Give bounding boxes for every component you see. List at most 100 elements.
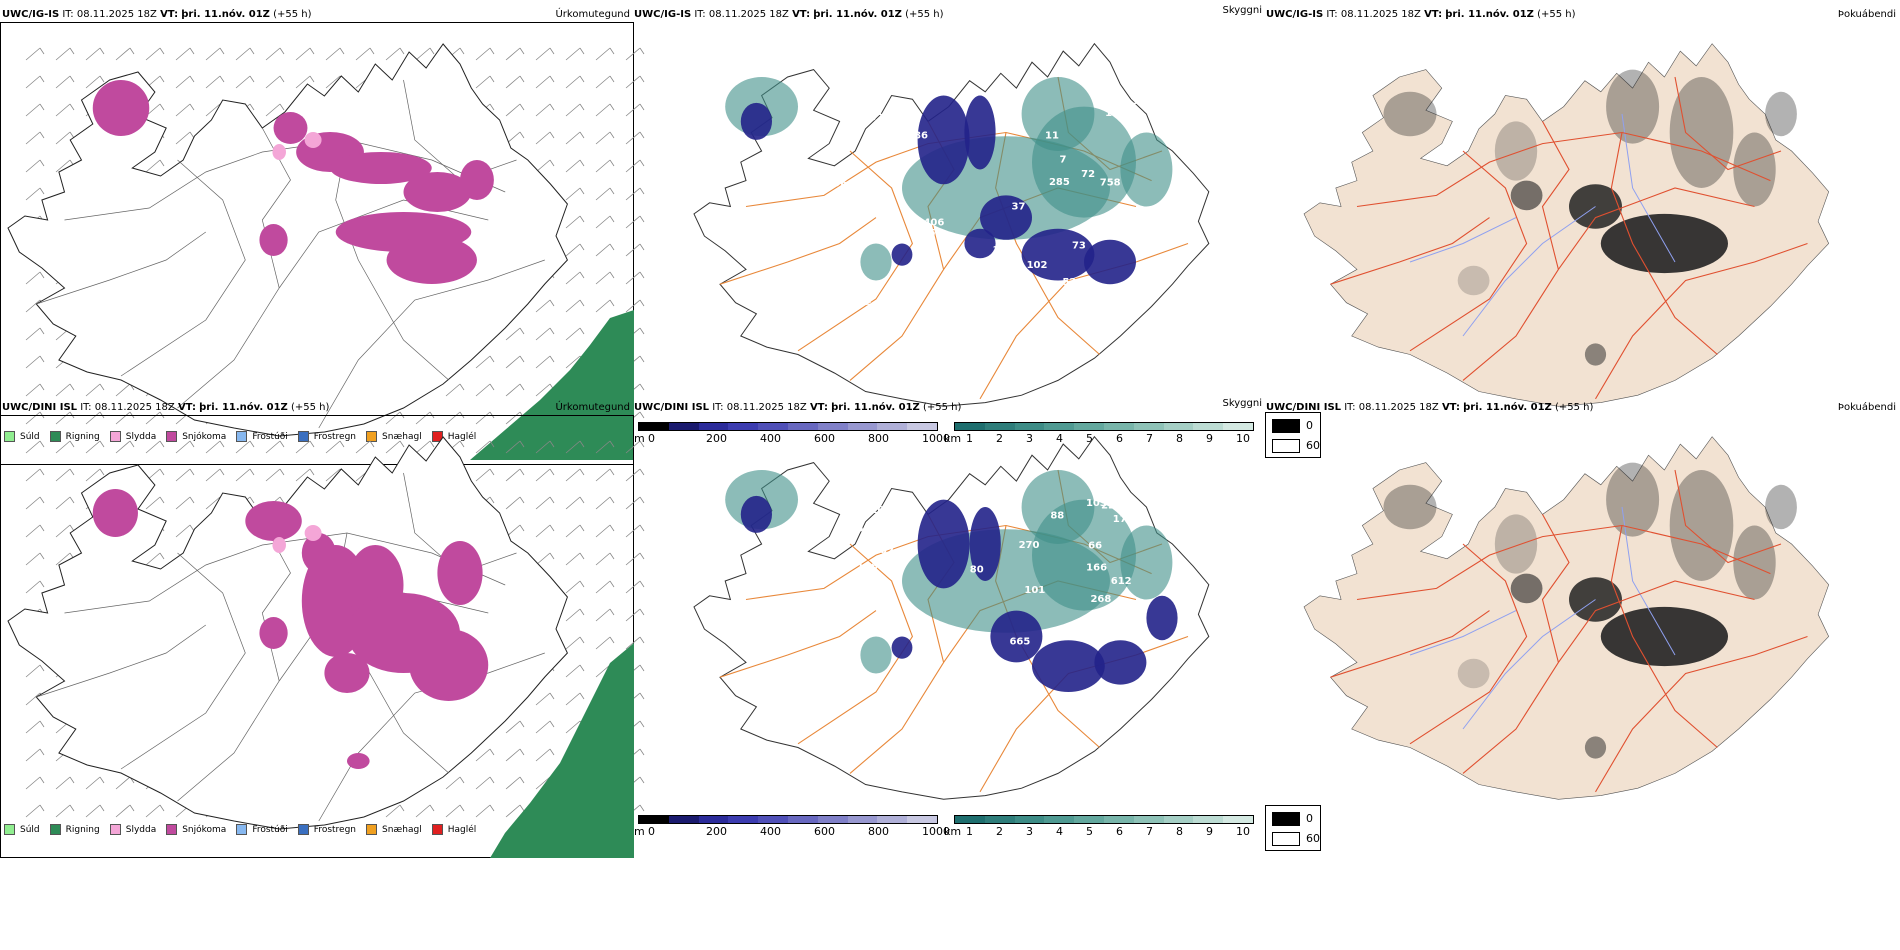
wind-barb-flag: [639, 720, 645, 728]
wind-barb: [85, 804, 101, 818]
wind-barb: [205, 103, 221, 117]
low-ceiling-area: [1032, 640, 1105, 692]
wind-barb: [25, 720, 41, 734]
colorbar-segment: [698, 423, 729, 430]
ceiling-tick-label: 600: [814, 432, 835, 445]
ceiling-value-label: 76: [1145, 212, 1159, 223]
wind-barb-flag: [489, 103, 495, 111]
init-time: IT: 08.11.2025 18Z: [712, 402, 807, 413]
panel-header: UWC/IG-IS IT: 08.11.2025 18Z VT: þri. 11…: [2, 9, 312, 21]
ceiling-value-label: 48: [968, 702, 982, 713]
ceiling-colorbar: [638, 815, 938, 824]
road-line: [1330, 217, 1490, 285]
fog-area: [1457, 658, 1490, 689]
wind-barb-flag: [639, 271, 645, 279]
ceiling-value-label: 13: [758, 717, 772, 728]
ceiling-value-label: 102: [814, 676, 835, 687]
visibility-tick-label: 4: [1056, 432, 1063, 445]
wind-barb-flag: [579, 103, 585, 111]
wind-barb: [55, 131, 71, 145]
ceiling-value-label: 161: [786, 275, 807, 286]
wind-barb: [505, 720, 521, 734]
ceiling-tick-label: 400: [760, 825, 781, 838]
wind-barb: [445, 383, 461, 397]
wind-barb-flag: [129, 440, 135, 448]
visibility-tick-label: 7: [1146, 825, 1153, 838]
wind-barb-flag: [39, 776, 45, 784]
iceland-coastline: [7, 43, 568, 437]
wind-barb-flag: [39, 355, 45, 363]
ceiling-value-label: 11: [766, 186, 780, 197]
fog-panel: UWC/DINI ISL IT: 08.11.2025 18Z VT: þri.…: [1264, 393, 1900, 858]
legend-label: Frostúði: [252, 431, 288, 442]
wind-barb-flag: [219, 75, 225, 83]
wind-barb-flag: [189, 75, 195, 83]
wind-barb-flag: [129, 804, 135, 812]
ceiling-unit: m: [634, 825, 645, 838]
wind-barb: [295, 468, 311, 482]
wind-barb-flag: [489, 468, 495, 476]
low-ceiling-area: [1084, 239, 1136, 285]
wind-barb-flag: [279, 468, 285, 476]
wind-barb-flag: [639, 187, 645, 195]
wind-barb-flag: [639, 75, 645, 83]
visibility-colorbar: [954, 422, 1254, 431]
legend-label: Frostúði: [252, 824, 288, 835]
wind-barb: [25, 355, 41, 369]
wind-barb: [595, 47, 611, 61]
wind-barb: [535, 692, 551, 706]
legend-item: Súld: [4, 431, 40, 442]
visibility-tick-label: 10: [1236, 432, 1250, 445]
wind-barb: [475, 440, 491, 454]
wind-barb-flag: [99, 75, 105, 83]
wind-barb-flag: [39, 271, 45, 279]
snow-area: [460, 160, 494, 200]
colorbar-segment: [817, 816, 848, 823]
ceiling-value-label: 406: [923, 218, 944, 229]
snow-area: [437, 541, 483, 605]
panel-title: Skyggni: [1222, 5, 1262, 16]
wind-barb-flag: [609, 47, 615, 55]
wind-barb: [535, 552, 551, 566]
road-line: [318, 652, 545, 822]
wind-barb: [565, 468, 581, 482]
wind-barb: [565, 187, 581, 201]
legend-swatch: [297, 431, 309, 442]
colorbar-segment: [984, 816, 1015, 823]
ceiling-value-label: 7: [1060, 154, 1067, 165]
fog-legend: 0 60: [1265, 805, 1321, 851]
lead-time: (+55 h): [290, 402, 330, 413]
model-name: UWC/IG-IS: [1266, 9, 1324, 20]
snow-area: [324, 653, 370, 693]
wind-barb: [295, 47, 311, 61]
wind-barb: [175, 47, 191, 61]
wind-barb: [535, 496, 551, 510]
wind-barb-flag: [159, 75, 165, 83]
colorbar-segment: [1014, 816, 1045, 823]
ceiling-value-label: 102: [873, 546, 894, 557]
wind-barb: [565, 215, 581, 229]
wind-barb: [55, 159, 71, 173]
river-line: [1621, 113, 1676, 263]
wind-barb: [565, 75, 581, 89]
wind-barb: [595, 608, 611, 622]
map-frame: [0, 415, 634, 858]
visibility-unit: km: [944, 825, 962, 838]
ceiling-value-label: 131: [752, 163, 773, 174]
wind-barb-flag: [639, 804, 645, 812]
init-time: IT: 08.11.2025 18Z: [62, 9, 157, 20]
ceiling-value-label: 50: [856, 524, 870, 535]
wind-barb: [565, 103, 581, 117]
legend-label: Slydda: [125, 824, 157, 835]
ceiling-value-label: 282: [1017, 689, 1038, 700]
wind-barb-flag: [459, 776, 465, 784]
wind-barb-flag: [309, 75, 315, 83]
wind-barb-flag: [639, 411, 645, 419]
ceiling-tick-label: 400: [760, 432, 781, 445]
visibility-tick-label: 2: [996, 825, 1003, 838]
fog-area: [1510, 180, 1543, 211]
wind-barb-flag: [39, 664, 45, 672]
wind-barb: [355, 440, 371, 454]
wind-barb: [625, 271, 641, 285]
snow-area: [409, 629, 489, 701]
